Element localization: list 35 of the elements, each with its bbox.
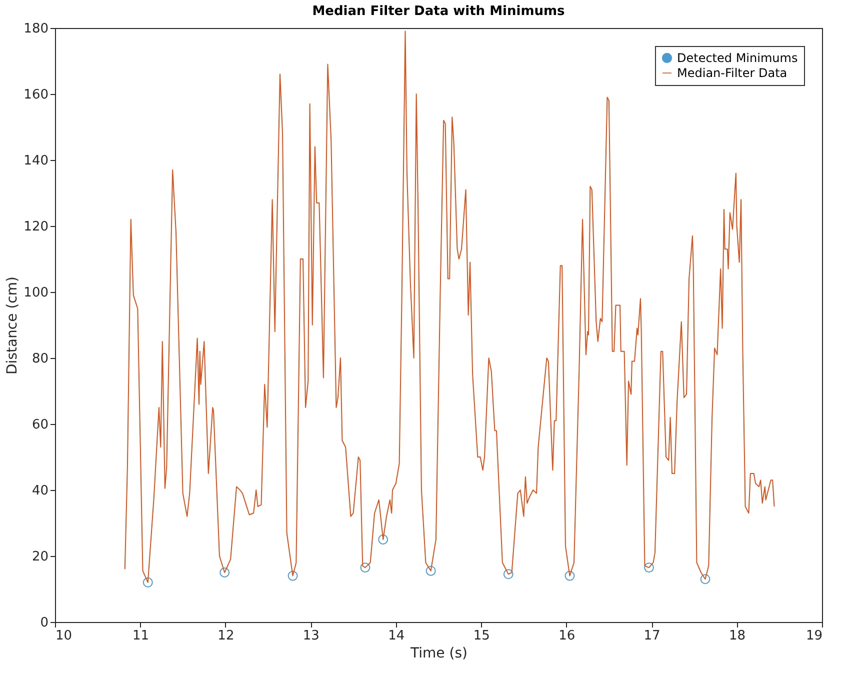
chart-title: Median Filter Data with Minimums xyxy=(312,4,566,19)
point xyxy=(564,570,575,581)
point xyxy=(378,534,388,544)
y-tick-label: 0 xyxy=(40,616,48,630)
x-axis-title: Time (s) xyxy=(410,646,468,662)
point xyxy=(426,566,436,576)
y-tick-label: 120 xyxy=(24,220,48,234)
point xyxy=(700,574,710,584)
y-tick-label: 180 xyxy=(24,22,48,36)
x-tick-label: 16 xyxy=(558,628,576,644)
point xyxy=(360,562,370,573)
y-tick-label: 60 xyxy=(32,418,48,432)
x-tick-label: 15 xyxy=(473,628,490,644)
x-tick-label: 19 xyxy=(806,628,822,644)
legend-label: Median-Filter Data xyxy=(677,66,788,80)
point xyxy=(288,570,298,581)
y-tick-label: 140 xyxy=(24,154,48,168)
point xyxy=(644,562,654,573)
y-tick-label: 40 xyxy=(32,484,48,498)
x-tick-label: 14 xyxy=(388,628,405,644)
x-tick-label: 18 xyxy=(729,628,746,644)
point xyxy=(503,569,514,580)
point xyxy=(220,568,230,578)
x-tick-label: 13 xyxy=(302,628,320,644)
y-tick-label: 160 xyxy=(24,88,48,102)
legend-label: Detected Minimums xyxy=(677,51,798,65)
y-tick-label: 80 xyxy=(32,352,48,366)
x-tick-label: 17 xyxy=(644,628,660,644)
x-tick-label: 10 xyxy=(56,628,72,644)
y-tick-label: 100 xyxy=(24,286,48,300)
x-tick-label: 12 xyxy=(218,628,234,644)
y-axis-title: Distance (cm) xyxy=(4,276,21,374)
y-tick-label: 20 xyxy=(32,550,48,564)
x-tick-label: 11 xyxy=(132,628,149,644)
point xyxy=(142,577,153,588)
